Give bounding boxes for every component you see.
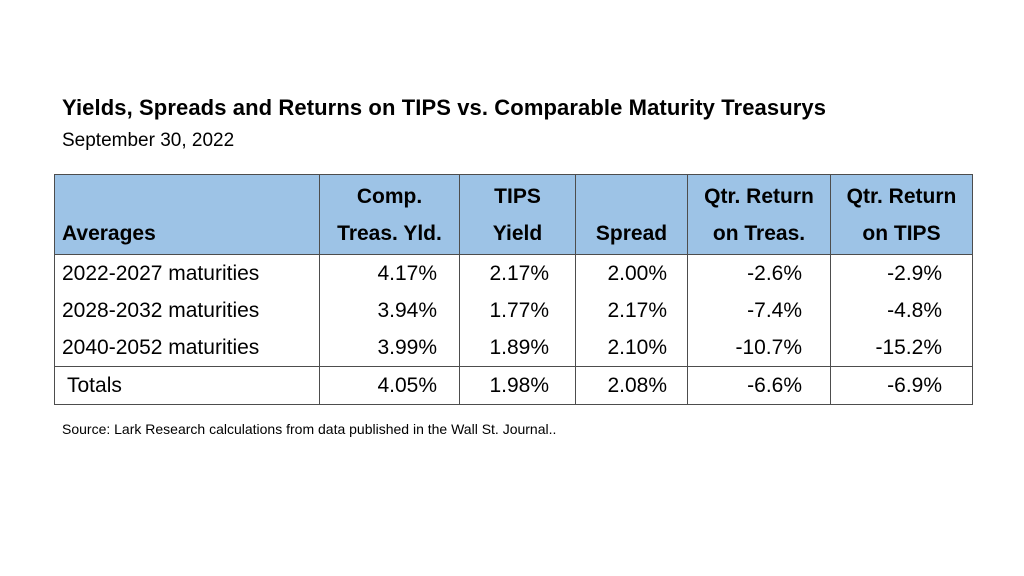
cell-qtr-return-treas: -10.7%: [687, 329, 831, 367]
cell-tips-yield: 1.77%: [459, 292, 576, 329]
page-title: Yields, Spreads and Returns on TIPS vs. …: [62, 95, 827, 120]
header-spread: Spread: [575, 174, 688, 255]
total-tips-yield: 1.98%: [459, 366, 576, 405]
cell-spread: 2.17%: [575, 292, 688, 329]
cell-spread: 2.00%: [575, 254, 688, 292]
header-qtr-return-tips: Qtr. Return on TIPS: [830, 174, 973, 255]
header-averages: Averages: [54, 174, 320, 255]
total-qtr-return-treas: -6.6%: [687, 366, 831, 405]
cell-qtr-return-treas: -7.4%: [687, 292, 831, 329]
table-header-row: Averages Comp. Treas. Yld. TIPS Yield Spre…: [54, 174, 973, 255]
cell-tips-yield: 2.17%: [459, 254, 576, 292]
source-note: Source: Lark Research calculations from …: [62, 421, 557, 437]
page-subtitle-date: September 30, 2022: [62, 130, 235, 151]
cell-qtr-return-tips: -2.9%: [830, 254, 973, 292]
header-qtr-return-treas: Qtr. Return on Treas.: [687, 174, 831, 255]
row-label: 2028-2032 maturities: [54, 292, 320, 329]
cell-comp-treas-yld: 4.17%: [319, 254, 460, 292]
header-comp-treas-yld: Comp. Treas. Yld.: [319, 174, 460, 255]
row-label: 2022-2027 maturities: [54, 254, 320, 292]
table-row: 2022-2027 maturities 4.17% 2.17% 2.00% -…: [54, 254, 973, 292]
total-spread: 2.08%: [575, 366, 688, 405]
table-row: 2028-2032 maturities 3.94% 1.77% 2.17% -…: [54, 292, 973, 329]
cell-spread: 2.10%: [575, 329, 688, 367]
yields-table: Averages Comp. Treas. Yld. TIPS Yield Spre…: [54, 174, 973, 405]
cell-comp-treas-yld: 3.99%: [319, 329, 460, 367]
cell-qtr-return-tips: -15.2%: [830, 329, 973, 367]
table-row: 2040-2052 maturities 3.99% 1.89% 2.10% -…: [54, 329, 973, 367]
cell-comp-treas-yld: 3.94%: [319, 292, 460, 329]
cell-qtr-return-tips: -4.8%: [830, 292, 973, 329]
totals-label: Totals: [54, 366, 320, 405]
cell-tips-yield: 1.89%: [459, 329, 576, 367]
total-qtr-return-tips: -6.9%: [830, 366, 973, 405]
totals-row: Totals 4.05% 1.98% 2.08% -6.6% -6.9%: [54, 366, 973, 405]
cell-qtr-return-treas: -2.6%: [687, 254, 831, 292]
header-tips-yield: TIPS Yield: [459, 174, 576, 255]
row-label: 2040-2052 maturities: [54, 329, 320, 367]
total-comp-treas-yld: 4.05%: [319, 366, 460, 405]
